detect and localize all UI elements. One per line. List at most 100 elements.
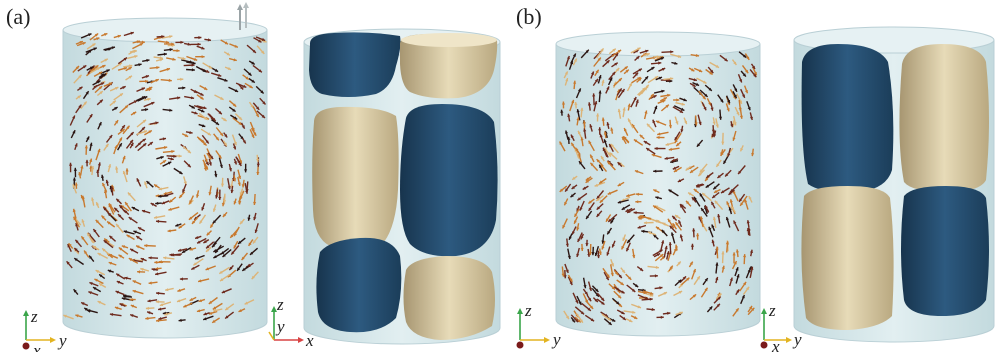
velocity-arrow-head [110, 186, 114, 190]
velocity-arrow-head [212, 319, 216, 323]
axis-triad-a1: z y x [22, 307, 67, 352]
velocity-arrow-head [223, 118, 227, 121]
velocity-arrow-head [254, 229, 258, 233]
velocity-arrow-head [130, 142, 134, 147]
velocity-arrow-head [660, 57, 664, 61]
velocity-arrow-head [178, 225, 182, 229]
velocity-arrow-head [565, 243, 569, 247]
velocity-arrow-head [664, 245, 668, 250]
velocity-arrow-head [141, 40, 145, 44]
velocity-arrow-head [625, 208, 629, 212]
velocity-arrow-head [191, 63, 195, 67]
velocity-arrow-head [145, 79, 149, 83]
velocity-arrow-head [658, 61, 662, 65]
velocity-arrow-head [711, 201, 715, 206]
velocity-arrow-head [582, 186, 587, 190]
axis-label-z: z [768, 301, 776, 320]
velocity-arrow-head [633, 316, 638, 319]
velocity-arrow-head [736, 274, 740, 278]
velocity-arrow-head [220, 132, 224, 136]
isosurface-blob-blue [400, 104, 498, 257]
velocity-arrow-head [100, 82, 105, 86]
velocity-arrow-head [621, 89, 625, 93]
velocity-arrow-head [594, 252, 598, 256]
axis-label-x: x [771, 337, 780, 352]
velocity-arrow-head [142, 138, 146, 142]
velocity-arrow-head [561, 101, 566, 105]
velocity-arrow-head [746, 220, 750, 224]
velocity-arrow-head [607, 161, 611, 165]
velocity-arrow-head [99, 283, 103, 287]
velocity-arrow-head [192, 220, 196, 224]
velocity-arrow-head [163, 52, 167, 56]
velocity-arrow-head [96, 169, 100, 173]
velocity-arrow-head [166, 40, 170, 44]
axis-label-y: y [551, 330, 561, 349]
velocity-arrow-head [717, 214, 721, 218]
velocity-arrow-head [256, 172, 260, 175]
velocity-arrow-head [114, 207, 118, 211]
velocity-arrow-head [606, 122, 610, 126]
velocity-arrow-head [198, 36, 202, 40]
velocity-arrow-head [141, 96, 146, 100]
velocity-arrow-head [728, 207, 732, 211]
velocity-arrow-head [658, 76, 662, 80]
velocity-arrow-head [700, 216, 704, 220]
velocity-arrow-head [115, 166, 119, 170]
velocity-arrow-head [727, 99, 731, 104]
velocity-arrow-head [566, 56, 570, 60]
velocity-arrow-head [198, 299, 202, 303]
velocity-arrow-head [565, 269, 569, 273]
velocity-arrow-head [653, 189, 657, 193]
velocity-arrow-head [696, 184, 700, 188]
velocity-arrow-head [245, 190, 249, 194]
velocity-arrow-head [122, 155, 126, 160]
velocity-arrow-head [146, 58, 150, 62]
velocity-arrow-head [222, 200, 227, 204]
velocity-arrow-head [150, 203, 155, 206]
velocity-arrow-head [570, 194, 574, 198]
velocity-arrow-head [702, 96, 706, 100]
velocity-arrow-head [108, 47, 112, 51]
velocity-arrow-head [729, 199, 733, 203]
velocity-arrow-head [82, 65, 87, 69]
velocity-arrow-head [637, 305, 641, 309]
velocity-arrow-head [606, 60, 610, 64]
velocity-arrow-head [126, 125, 130, 130]
velocity-arrow-head [660, 254, 664, 258]
velocity-arrow-head [78, 74, 82, 79]
velocity-arrow-head [151, 102, 155, 105]
velocity-arrow-head [674, 61, 678, 65]
velocity-arrow-head [644, 110, 648, 114]
velocity-arrow-head [671, 158, 676, 162]
velocity-arrow-head [614, 62, 618, 66]
velocity-arrow-head [694, 122, 698, 126]
velocity-arrow-head [661, 99, 666, 103]
velocity-arrow-head [661, 68, 666, 71]
velocity-arrow-head [123, 230, 127, 234]
velocity-arrow-head [200, 96, 204, 100]
velocity-arrow-head [109, 135, 113, 139]
velocity-arrow-head [137, 270, 141, 274]
velocity-arrow-head [141, 209, 146, 213]
axis-label-y: y [57, 331, 67, 350]
velocity-arrow-head [616, 68, 620, 72]
velocity-arrow-head [607, 191, 612, 195]
velocity-arrow-head [124, 210, 128, 214]
velocity-arrow-head [668, 147, 672, 151]
velocity-arrow-head [633, 97, 637, 101]
velocity-arrow-head [580, 236, 584, 240]
velocity-arrow-head [609, 144, 613, 148]
velocity-arrow-head [685, 167, 689, 171]
velocity-arrow-head [129, 64, 133, 68]
velocity-arrow-head [215, 249, 219, 253]
velocity-arrow-head [251, 134, 255, 138]
velocity-arrow-head [580, 107, 584, 111]
velocity-arrow-head [669, 265, 673, 269]
velocity-arrow-head [657, 132, 661, 136]
velocity-arrow-head [123, 295, 127, 299]
velocity-arrow-head [227, 67, 231, 70]
axis-label-z: z [524, 301, 532, 320]
velocity-arrow-head [715, 124, 719, 128]
velocity-arrow-head [239, 192, 243, 196]
